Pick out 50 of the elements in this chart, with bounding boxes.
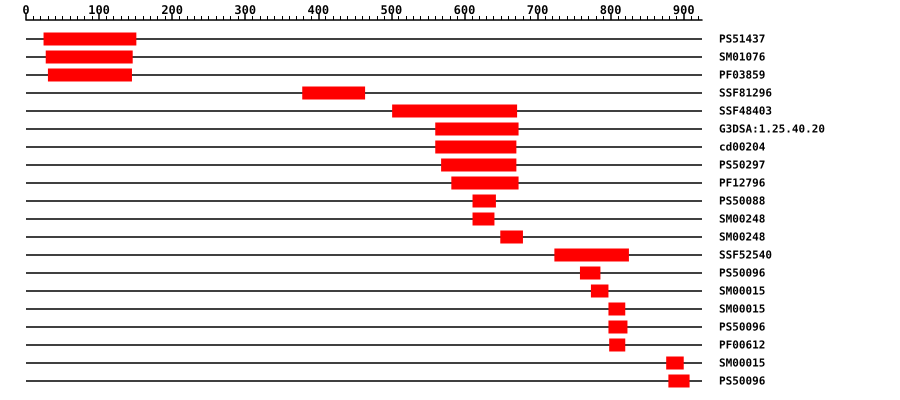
y-tick-label: cd00204 [719, 140, 766, 154]
x-tick-label: 200 [161, 3, 184, 17]
x-tick-label: 700 [526, 3, 548, 17]
y-tick-label: PS51437 [719, 32, 766, 46]
bar [580, 266, 600, 280]
bar [472, 212, 494, 226]
bar [666, 356, 684, 370]
y-tick-label: SSF81296 [719, 86, 772, 100]
bar [441, 158, 516, 172]
y-tick-label: SSF48403 [719, 104, 772, 118]
bar [302, 86, 366, 100]
y-tick-label: PF00612 [719, 338, 766, 352]
bar [608, 302, 626, 316]
y-tick-label: SM00015 [719, 284, 766, 298]
x-tick-label: 900 [672, 3, 695, 17]
bar [451, 176, 519, 190]
y-tick-label: SM00248 [719, 212, 766, 226]
y-tick-label: SSF52540 [719, 248, 772, 262]
x-tick-label: 500 [380, 3, 402, 17]
y-tick-label: PS50096 [719, 320, 766, 334]
bar [392, 104, 518, 118]
y-tick-label: PS50096 [719, 266, 766, 280]
bar [48, 68, 132, 82]
bar [668, 374, 690, 388]
y-tick-label: SM00015 [719, 356, 766, 370]
bar [435, 122, 519, 136]
bar [609, 338, 626, 352]
y-tick-label: PS50096 [719, 374, 766, 388]
bar [435, 140, 516, 154]
y-tick-label: PF03859 [719, 68, 766, 82]
x-tick-label: 800 [600, 3, 622, 17]
x-tick-label: 600 [454, 3, 476, 17]
x-tick-label: 300 [234, 3, 256, 17]
bar [46, 50, 133, 64]
y-tick-label: SM01076 [719, 50, 766, 64]
y-tick-label: G3DSA:1.25.40.20 [719, 122, 825, 136]
bar [608, 320, 628, 334]
y-tick-label: PS50297 [719, 158, 766, 172]
x-tick-label: 400 [307, 3, 330, 17]
bar [500, 230, 523, 244]
y-tick-label: SM00248 [719, 230, 766, 244]
bar [472, 194, 496, 208]
y-tick-label: PS50088 [719, 194, 766, 208]
y-tick-label: SM00015 [719, 302, 766, 316]
bar [590, 284, 608, 298]
x-tick-label: 100 [88, 3, 110, 17]
bar [44, 32, 136, 46]
bar [554, 248, 629, 262]
x-tick-label: 0 [22, 3, 30, 17]
y-tick-label: PF12796 [719, 176, 766, 190]
